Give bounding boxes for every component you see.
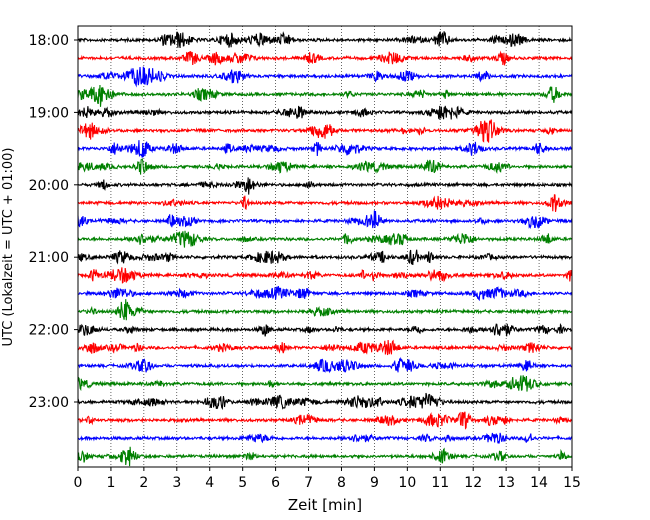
seismogram-trace [77,375,573,392]
x-tick-label: 15 [563,475,581,491]
x-tick-label: 10 [398,475,416,491]
seismogram-trace [77,392,573,411]
x-tick-label: 7 [304,475,313,491]
seismogram-trace [77,339,573,356]
y-tick-label: 18:00 [29,33,69,49]
x-tick-label: 5 [238,475,247,491]
x-tick-label: 6 [271,475,280,491]
seismogram-trace [77,210,573,230]
y-tick-label: 19:00 [29,105,69,121]
plot-frame [77,25,573,468]
x-tick-label: 11 [431,475,449,491]
x-tick-label: 8 [337,475,346,491]
x-tick-label: 1 [106,475,115,491]
seismogram-trace [77,432,573,444]
seismogram-trace [77,411,573,430]
y-tick-label: 22:00 [29,323,69,339]
seismogram-trace [77,105,573,121]
seismogram-trace [77,249,573,266]
x-axis-ticks: 0 1 2 3 4 5 6 7 8 9 10 11 12 13 14 15 [74,467,581,491]
seismogram-trace [77,177,573,195]
seismogram-trace [77,50,573,67]
x-tick-label: 3 [172,475,181,491]
x-tick-label: 0 [74,475,83,491]
seismogram-trace [77,356,573,374]
y-tick-label: 21:00 [29,250,69,266]
x-tick-label: 14 [530,475,548,491]
seismogram-trace [77,323,573,337]
x-tick-label: 13 [497,475,515,491]
seismogram-trace [77,84,573,107]
seismogram-trace [77,157,573,175]
x-tick-label: 9 [370,475,379,491]
seismogram-trace [77,267,573,284]
seismogram-trace [77,66,573,88]
seismogram-trace [77,194,573,212]
seismogram-traces [77,31,573,467]
seismogram-trace [77,285,573,302]
seismogram-trace [77,140,573,158]
seismogram-trace [77,119,573,143]
y-axis-label: UTC (Lokalzeit = UTC + 01:00) [1,148,16,347]
y-tick-label: 23:00 [29,395,69,411]
seismogram-trace [77,230,573,248]
x-axis-label: Zeit [min] [288,496,362,514]
x-tick-label: 2 [139,475,148,491]
plot-area [78,26,572,467]
x-tick-label: 12 [464,475,482,491]
seismogram-trace [77,31,573,49]
seismogram-trace [77,446,573,467]
seismogram-trace [77,299,573,321]
y-tick-label: 20:00 [29,178,69,194]
x-tick-label: 4 [205,475,214,491]
y-axis-ticks: 18:00 19:00 20:00 21:00 22:00 23:00 [29,33,78,411]
